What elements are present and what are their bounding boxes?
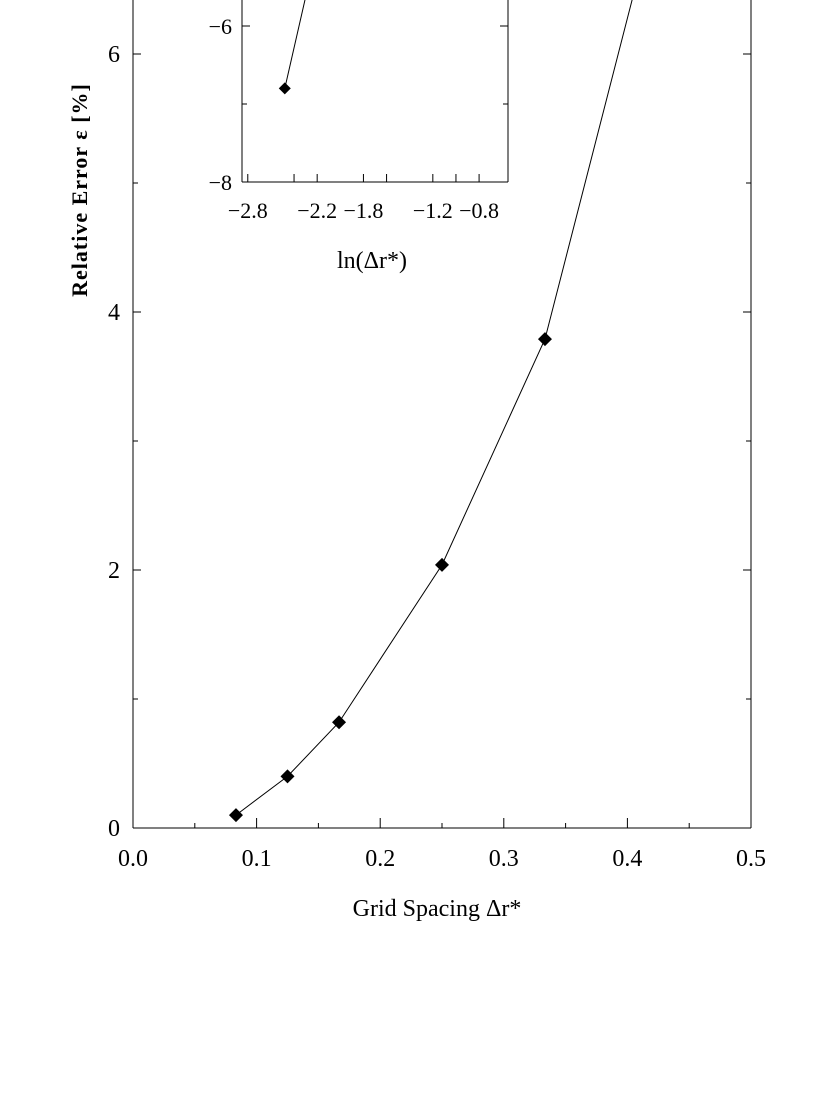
x-tick-label: 0.3: [489, 846, 519, 872]
inset-x-axis-label: ln(Δr*): [337, 248, 407, 274]
inset-x-tick-label: −2.2: [297, 198, 337, 223]
data-point: [280, 769, 295, 784]
x-tick-label: 0.5: [736, 846, 766, 872]
inset-y-tick-label: −8: [209, 170, 232, 195]
inset-x-tick-label: −0.8: [459, 198, 499, 223]
x-tick-label: 0.2: [365, 846, 395, 872]
x-tick-label: 0.1: [242, 846, 272, 872]
y-tick-label: 4: [108, 300, 120, 326]
data-point: [228, 808, 243, 823]
y-tick-label: 0: [108, 816, 120, 842]
inset-x-tick-label: −1.2: [413, 198, 453, 223]
x-tick-label: 0.4: [612, 846, 642, 872]
data-point: [537, 332, 552, 347]
data-point: [435, 557, 449, 572]
inset-x-tick-label: −1.8: [343, 198, 383, 223]
y-tick-label: 2: [108, 558, 120, 584]
inset-data-point: [278, 82, 291, 95]
inset-y-tick-label: −6: [209, 14, 232, 39]
data-point: [332, 715, 347, 730]
series-line: [235, 0, 633, 816]
inset-plot: −2.8 −2.2 −1.8 −1.2 −0.8 −8 −6 ln(Δr*): [209, 0, 509, 274]
y-axis-label: Relative Error ε [%]: [67, 83, 92, 297]
x-tick-label: 0.0: [118, 846, 148, 872]
y-tick-label: 6: [108, 42, 120, 68]
main-plot: 0.0 0.1 0.2 0.3 0.4 0.5 0 2 4 6 Grid Spacing Δr* Re…: [67, 0, 766, 922]
x-axis-label: Grid Spacing Δr*: [353, 896, 522, 922]
inset-series-line: [284, 0, 306, 89]
inset-x-tick-label: −2.8: [228, 198, 268, 223]
